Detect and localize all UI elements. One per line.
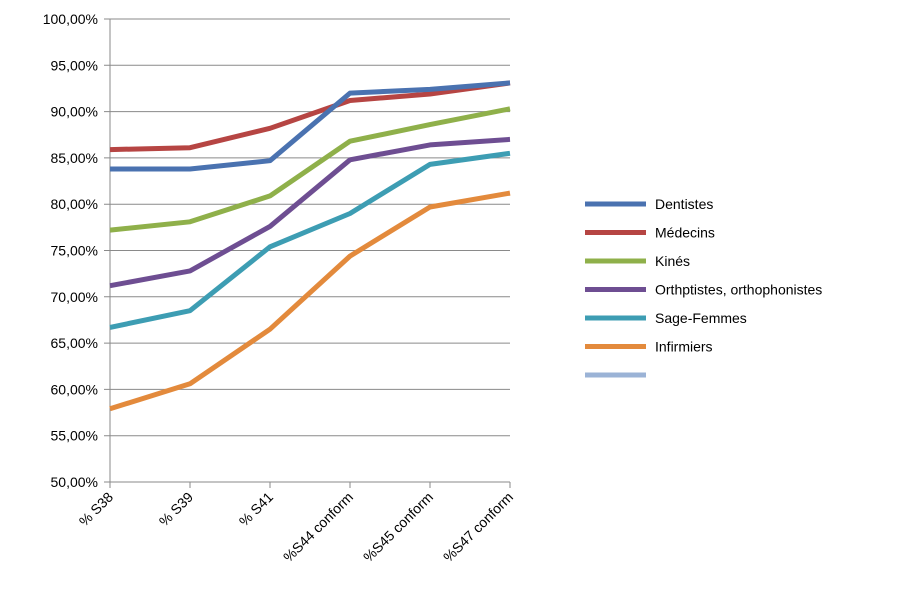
x-tick-label: % S39	[156, 489, 197, 530]
series-line-infirmiers	[109, 190, 511, 412]
x-tick-label: %S47 conform	[440, 489, 516, 565]
y-tick-label: 85,00%	[51, 150, 98, 166]
y-tick-label: 75,00%	[51, 243, 98, 259]
x-tick-label: % S41	[236, 489, 277, 530]
legend-label: Sage-Femmes	[655, 310, 747, 326]
axes	[109, 19, 511, 488]
y-tick-label: 60,00%	[51, 381, 98, 397]
x-tick-label: %S45 conform	[360, 489, 436, 565]
x-tick-label: %S44 conform	[280, 489, 356, 565]
series-lines	[109, 80, 511, 412]
x-tick-label: % S38	[76, 489, 117, 530]
y-tick-label: 90,00%	[51, 104, 98, 120]
y-tick-label: 80,00%	[51, 196, 98, 212]
legend: Dentistes Médecins Kinés Orthptistes, ortho…	[585, 196, 822, 378]
series-line-orthptistes-orthophonistes	[109, 136, 511, 289]
series-line-sage-femmes	[109, 150, 511, 330]
series-line-kines	[109, 106, 511, 233]
y-tick-label: 55,00%	[51, 428, 98, 444]
legend-label: Infirmiers	[655, 339, 713, 355]
legend-label: Kinés	[655, 253, 690, 269]
y-tick-label: 50,00%	[51, 474, 98, 490]
series-line-dentistes	[110, 80, 511, 172]
series-line-medecins	[109, 80, 511, 153]
legend-label: Médecins	[655, 225, 715, 241]
y-tick-label: 95,00%	[51, 57, 98, 73]
legend-label: Orthptistes, orthophonistes	[655, 282, 822, 298]
y-tick-labels: 50,00% 55,00% 60,00% 65,00% 70,00% 75,00% 80,0…	[43, 11, 98, 490]
legend-label: Dentistes	[655, 196, 713, 212]
y-tick-label: 65,00%	[51, 335, 98, 351]
y-tick-label: 100,00%	[43, 11, 98, 27]
x-tick-labels: % S38 % S39 % S41 %S44 conform %S45 conform%…	[76, 489, 516, 565]
y-tick-label: 70,00%	[51, 289, 98, 305]
